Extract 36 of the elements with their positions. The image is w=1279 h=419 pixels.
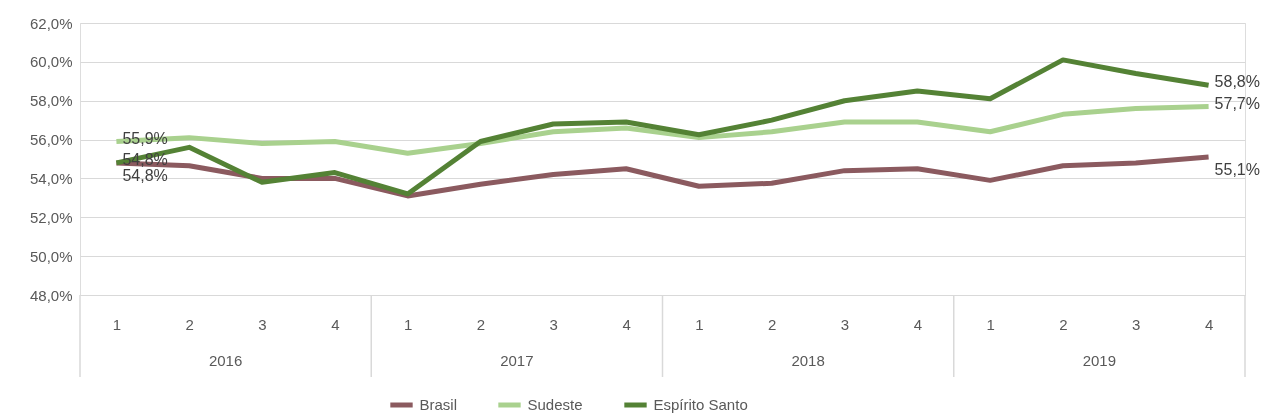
x-tick-label: 1	[695, 315, 704, 333]
x-tick-label: 3	[840, 315, 850, 333]
text: 2017	[500, 352, 534, 369]
data-label: 55,9%	[122, 129, 168, 147]
y-tick-label: 56,0%	[29, 131, 73, 149]
x-tick-label: 1	[986, 315, 995, 333]
legend-label: Sudeste	[527, 396, 583, 413]
text: 2019	[1082, 352, 1117, 369]
data-label: 54,8%	[122, 166, 168, 184]
y-tick-label: 62,0%	[29, 14, 73, 32]
data-label: 58,8%	[1214, 73, 1260, 91]
y-tick-label: 52,0%	[29, 208, 73, 226]
x-tick-label: 4	[622, 315, 631, 333]
x-tick-label: 3	[549, 315, 558, 333]
text: 2018	[791, 352, 825, 369]
x-tick-label: 2	[1059, 315, 1068, 333]
x-tick-label: 4	[331, 315, 340, 333]
x-tick-label: 2	[185, 315, 194, 333]
x-tick-label: 1	[112, 315, 122, 333]
legend-label: Brasil	[419, 396, 458, 413]
x-tick-label: 2	[768, 315, 777, 333]
x-tick-label: 2	[476, 315, 486, 333]
y-tick-label: 50,0%	[29, 247, 73, 265]
y-tick-label: 60,0%	[29, 53, 73, 71]
x-tick-label: 4	[1204, 315, 1214, 333]
x-tick-label: 3	[1132, 315, 1141, 333]
data-label: 55,1%	[1214, 161, 1260, 179]
y-tick-label: 48,0%	[29, 286, 73, 304]
legend-label: Espírito Santo	[653, 396, 748, 413]
x-tick-label: 4	[913, 315, 923, 333]
y-tick-label: 58,0%	[29, 92, 73, 110]
data-label: 57,7%	[1214, 94, 1260, 112]
text: 2016	[208, 352, 243, 369]
x-tick-label: 1	[403, 315, 413, 333]
x-tick-label: 3	[258, 315, 267, 333]
y-tick-label: 54,0%	[29, 169, 73, 187]
